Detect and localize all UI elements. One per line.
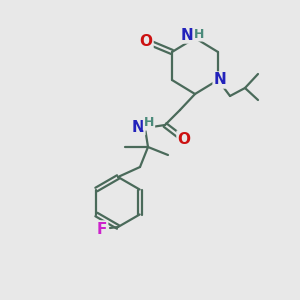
- Text: F: F: [97, 221, 107, 236]
- Text: O: O: [140, 34, 152, 50]
- Text: H: H: [144, 116, 154, 130]
- Text: O: O: [178, 131, 190, 146]
- Text: H: H: [194, 28, 204, 40]
- Text: N: N: [132, 119, 144, 134]
- Text: N: N: [181, 28, 194, 43]
- Text: N: N: [214, 73, 226, 88]
